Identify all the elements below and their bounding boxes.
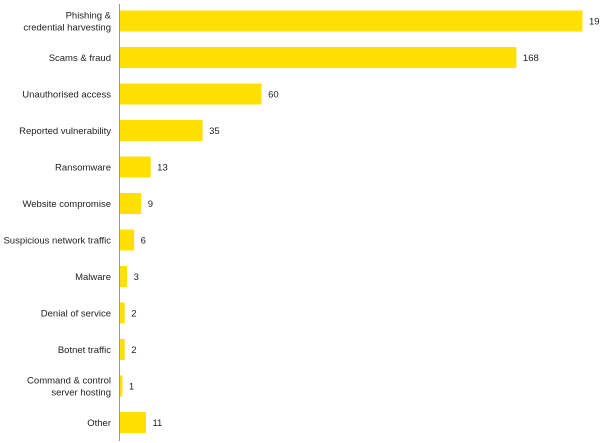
bar [120,156,151,178]
value-label: 1 [129,382,134,393]
category-label-line: Botnet traffic [58,345,111,356]
category-label-line: Website compromise [22,199,111,210]
category-label: Botnet traffic [58,345,111,356]
value-label: 2 [131,309,136,320]
bar [120,339,125,360]
bar [120,412,146,433]
value-label: 196 [589,17,600,28]
category-label: Command & control server hosting [27,376,111,399]
category-label: Other [87,418,111,429]
category-label-line: Reported vulnerability [19,126,111,137]
category-label-line: Suspicious network traffic [3,236,111,247]
category-label-line: server hosting [51,388,111,399]
bar [120,266,128,287]
value-label: 3 [134,272,139,283]
bar [120,193,142,214]
category-label-line: Other [87,418,111,429]
category-label: Unauthorised access [22,90,111,101]
bar [120,229,135,251]
category-label-line: Malware [75,272,111,283]
value-label: 168 [523,53,539,64]
bar [120,10,583,32]
category-label-line: Command & control [27,376,111,387]
category-label: Website compromise [22,199,111,210]
value-label: 9 [148,199,153,210]
value-label: 6 [141,236,146,247]
bar [120,120,203,141]
category-label: Denial of service [41,309,111,320]
bar-rows: 196Phishing &credential harvesting168Sca… [3,10,600,433]
category-label-line: Scams & fraud [49,53,111,64]
category-label: Reported vulnerability [19,126,111,137]
category-label-line: Denial of service [41,309,111,320]
category-label-line: Unauthorised access [22,90,111,101]
category-label-line: Ransomware [55,163,111,174]
bar [120,302,125,324]
category-label: Ransomware [55,163,111,174]
value-label: 13 [157,163,168,174]
value-label: 2 [131,345,136,356]
bar [120,83,262,105]
category-label-line: credential harvesting [23,23,111,34]
category-label: Suspicious network traffic [3,236,111,247]
category-label: Scams & fraud [49,53,111,64]
category-label: Phishing & credential harvesting [23,11,111,34]
category-label: Malware [75,272,111,283]
value-label: 60 [268,90,279,101]
category-label-line: Phishing & [66,11,112,22]
bar [120,47,517,68]
bar [120,375,123,397]
value-label: 11 [152,418,162,429]
value-label: 35 [209,126,220,137]
